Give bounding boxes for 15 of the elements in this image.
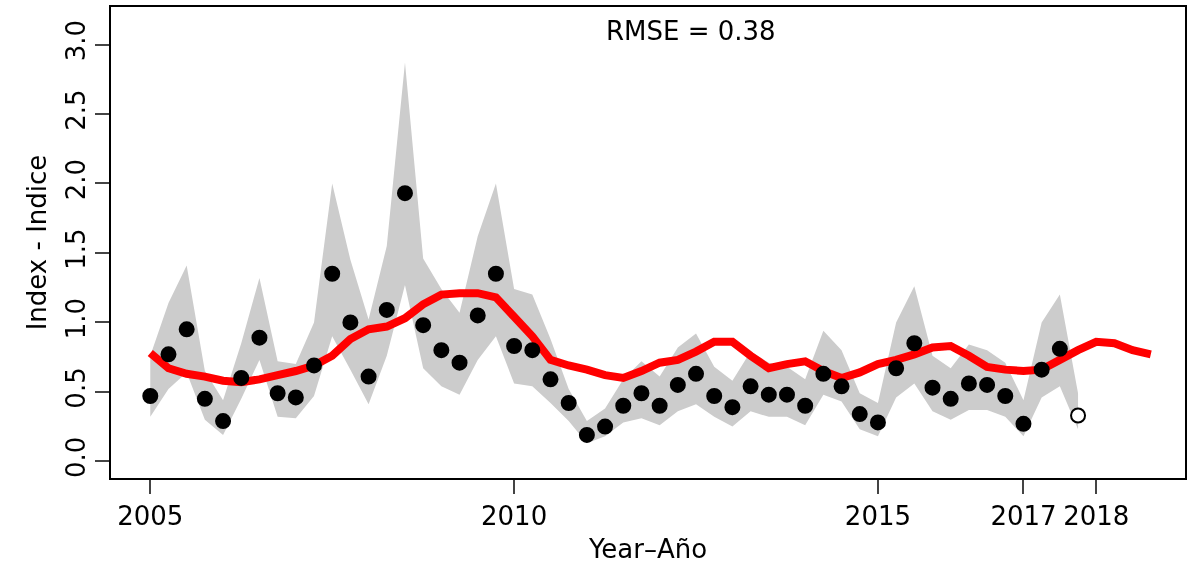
- x-tick-label: 2015: [844, 501, 912, 532]
- x-tick-label: 2018: [1063, 501, 1130, 532]
- y-axis-title: Index - Indice: [22, 154, 53, 331]
- y-tick-label: 2.0: [60, 158, 91, 201]
- x-tick-label: 2010: [481, 501, 548, 532]
- y-tick-label: 1.5: [60, 228, 91, 270]
- y-tick-label: 3.0: [60, 19, 91, 62]
- y-tick-label: 1.0: [60, 297, 91, 340]
- x-axis-title: Year–Año: [587, 534, 708, 565]
- y-tick-label: 2.5: [60, 89, 91, 131]
- x-tick-label: 2017: [990, 501, 1057, 532]
- x-tick-label: 2005: [117, 501, 184, 532]
- annotation: RMSE = 0.38: [606, 16, 776, 46]
- y-tick-label: 0.5: [60, 367, 91, 409]
- y-tick-label: 0.0: [60, 436, 91, 479]
